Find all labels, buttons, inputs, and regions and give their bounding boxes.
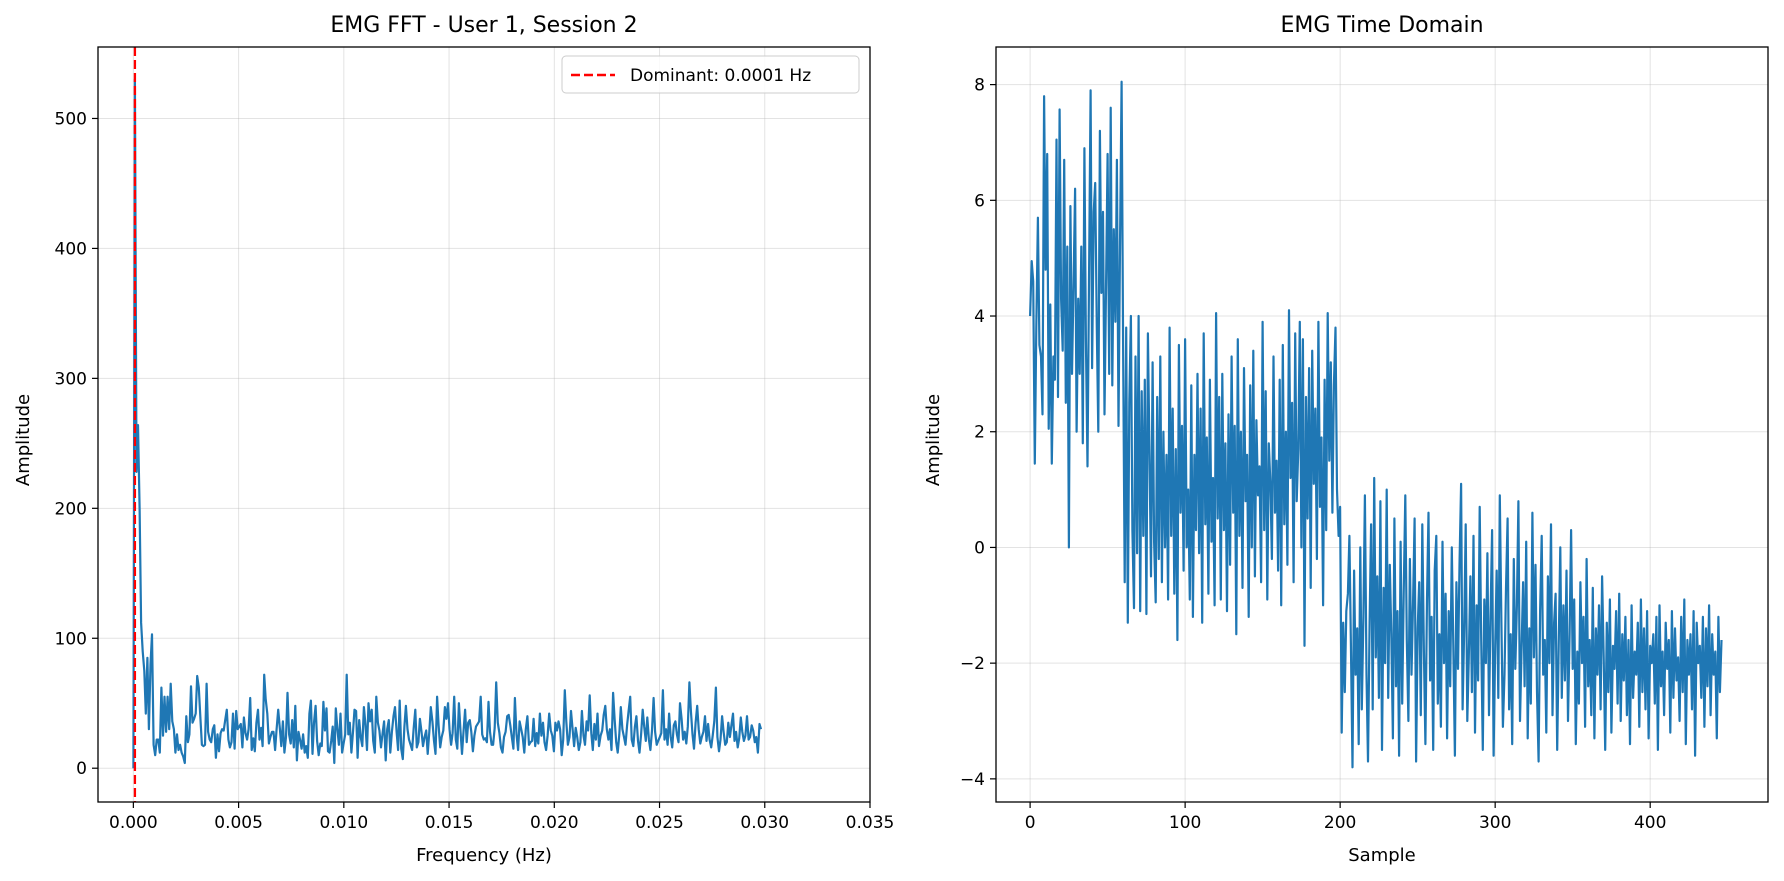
td-x-tick-label: 300	[1479, 813, 1511, 833]
fft-subplot: 0.000 0.005 0.010 0.015 0.020 0.025 0.030 0.035…	[13, 13, 894, 866]
fft-signal-line	[132, 78, 763, 769]
fft-x-tick-label: 0.010	[319, 813, 368, 833]
td-title: EMG Time Domain	[1280, 13, 1483, 38]
td-y-tick-label: −2	[960, 654, 985, 674]
fft-ticks: 0.000 0.005 0.010 0.015 0.020 0.025 0.030 0.035…	[55, 109, 895, 833]
fft-y-tick-label: 400	[55, 239, 87, 259]
td-y-tick-label: 2	[974, 423, 985, 443]
fft-legend-label: Dominant: 0.0001 Hz	[630, 66, 811, 86]
td-axes-frame	[995, 46, 1769, 803]
fft-x-tick-label: 0.015	[425, 813, 474, 833]
fft-title: EMG FFT - User 1, Session 2	[330, 13, 637, 38]
fft-x-tick-label: 0.020	[530, 813, 579, 833]
fft-y-tick-label: 0	[76, 759, 87, 779]
td-x-tick-label: 400	[1634, 813, 1666, 833]
td-x-tick-label: 0	[1025, 813, 1036, 833]
td-x-tick-label: 100	[1169, 813, 1201, 833]
fft-x-tick-label: 0.030	[740, 813, 789, 833]
fft-x-label: Frequency (Hz)	[416, 845, 552, 866]
fft-x-tick-label: 0.000	[109, 813, 158, 833]
fft-x-tick-label: 0.035	[846, 813, 895, 833]
td-ticks: 0 100 200 300 400 −4 −2 0 2 4 6 8	[960, 76, 1666, 833]
fft-grid	[98, 47, 871, 802]
fft-y-tick-label: 300	[55, 369, 87, 389]
td-x-label: Sample	[1348, 845, 1416, 866]
fft-axes-frame	[97, 46, 871, 803]
td-y-tick-label: −4	[960, 770, 985, 790]
td-y-tick-label: 6	[974, 191, 985, 211]
td-x-tick-label: 200	[1324, 813, 1356, 833]
td-y-tick-label: 0	[974, 538, 985, 558]
td-y-tick-label: 4	[974, 307, 985, 327]
fft-frame-rect	[97, 46, 871, 803]
fft-y-tick-label: 500	[55, 109, 87, 129]
fft-x-tick-label: 0.005	[214, 813, 263, 833]
fft-series	[132, 47, 763, 802]
fft-y-label: Amplitude	[13, 394, 34, 486]
fft-x-tick-label: 0.025	[635, 813, 684, 833]
fft-y-tick-label: 100	[55, 629, 87, 649]
fft-legend-box	[561, 55, 860, 94]
td-signal-line	[1029, 80, 1723, 769]
td-frame-rect	[995, 46, 1769, 803]
td-series	[1029, 80, 1723, 769]
fft-y-tick-label: 200	[55, 499, 87, 519]
time-domain-subplot: 0 100 200 300 400 −4 −2 0 2 4 6 8 EMG Time Domain S…	[923, 13, 1769, 866]
td-y-label: Amplitude	[923, 394, 944, 486]
td-y-tick-label: 8	[974, 76, 985, 96]
fft-legend: Dominant: 0.0001 Hz	[561, 55, 860, 94]
